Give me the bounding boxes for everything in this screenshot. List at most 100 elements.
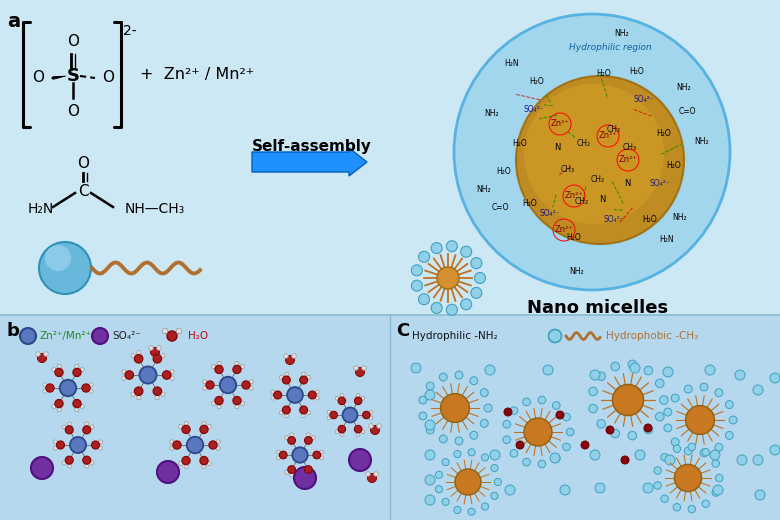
Text: NH—CH₃: NH—CH₃ (125, 202, 186, 216)
Text: SO₄²⁻: SO₄²⁻ (540, 210, 560, 218)
Circle shape (538, 460, 546, 468)
Circle shape (167, 331, 177, 341)
Circle shape (44, 352, 48, 356)
Circle shape (233, 365, 241, 373)
Circle shape (307, 433, 310, 437)
Text: C=O: C=O (679, 108, 696, 116)
Circle shape (285, 356, 295, 365)
Circle shape (157, 346, 161, 350)
Circle shape (302, 414, 306, 418)
Circle shape (369, 410, 373, 414)
Circle shape (31, 457, 53, 479)
Circle shape (363, 411, 370, 419)
Text: O: O (67, 103, 79, 119)
Circle shape (55, 368, 63, 376)
Circle shape (562, 443, 570, 451)
Circle shape (55, 399, 63, 408)
Circle shape (215, 365, 223, 373)
Circle shape (288, 437, 296, 444)
Circle shape (705, 365, 715, 375)
Circle shape (54, 446, 58, 450)
Circle shape (90, 461, 94, 465)
Circle shape (725, 432, 733, 439)
Text: N: N (624, 179, 630, 188)
Text: NH₂: NH₂ (695, 137, 709, 147)
Circle shape (446, 241, 457, 252)
Circle shape (556, 411, 564, 419)
Circle shape (217, 361, 222, 366)
Text: NH₂: NH₂ (677, 83, 691, 92)
Circle shape (284, 354, 289, 358)
Text: Hydrophilic -NH₂: Hydrophilic -NH₂ (412, 331, 498, 341)
Circle shape (304, 466, 312, 473)
Circle shape (675, 464, 701, 491)
Circle shape (426, 382, 434, 390)
Circle shape (702, 500, 710, 508)
Circle shape (425, 420, 435, 430)
Text: NH₂: NH₂ (484, 110, 499, 119)
Circle shape (454, 14, 730, 290)
Circle shape (566, 428, 574, 436)
Circle shape (302, 372, 306, 376)
Circle shape (411, 280, 423, 291)
Circle shape (661, 453, 668, 461)
Circle shape (155, 350, 159, 355)
Circle shape (461, 246, 472, 257)
Circle shape (60, 380, 76, 396)
Circle shape (353, 366, 358, 370)
Circle shape (92, 328, 108, 344)
Circle shape (315, 396, 319, 400)
Circle shape (523, 458, 530, 466)
Circle shape (700, 449, 708, 457)
Circle shape (43, 389, 47, 393)
Circle shape (439, 435, 447, 443)
Circle shape (285, 372, 289, 376)
Circle shape (589, 387, 597, 396)
Circle shape (710, 450, 720, 460)
Text: +  Zn²⁺ / Mn²⁺: + Zn²⁺ / Mn²⁺ (140, 67, 254, 82)
Circle shape (149, 346, 154, 350)
Circle shape (419, 251, 430, 262)
Text: H₂O: H₂O (597, 70, 612, 79)
Circle shape (370, 425, 380, 435)
Circle shape (770, 445, 780, 455)
Circle shape (140, 367, 157, 384)
Circle shape (45, 245, 71, 271)
Circle shape (182, 425, 190, 434)
Circle shape (419, 294, 430, 305)
Circle shape (67, 464, 72, 468)
Circle shape (442, 459, 449, 466)
Circle shape (481, 503, 488, 510)
Circle shape (664, 424, 672, 432)
Text: O: O (67, 33, 79, 48)
Text: CH₂: CH₂ (577, 139, 591, 149)
Circle shape (36, 352, 41, 356)
Circle shape (75, 365, 79, 369)
Circle shape (203, 380, 207, 384)
Circle shape (173, 441, 181, 449)
Circle shape (354, 425, 362, 433)
Text: Hydrophilic region: Hydrophilic region (569, 44, 651, 53)
Circle shape (184, 464, 188, 469)
Bar (0, 0, 780, 315)
Circle shape (43, 383, 47, 387)
Circle shape (369, 416, 373, 420)
Circle shape (714, 443, 723, 451)
Circle shape (354, 397, 362, 405)
Circle shape (202, 464, 206, 469)
Circle shape (480, 388, 488, 397)
Circle shape (510, 449, 518, 457)
Circle shape (644, 425, 653, 434)
Circle shape (661, 495, 668, 502)
Circle shape (470, 431, 478, 439)
Circle shape (294, 467, 316, 489)
Circle shape (455, 437, 463, 445)
Circle shape (725, 400, 733, 409)
Circle shape (590, 450, 600, 460)
Circle shape (366, 472, 370, 476)
Text: H₂O: H₂O (497, 167, 512, 176)
Circle shape (240, 401, 244, 406)
Circle shape (83, 456, 90, 464)
Circle shape (505, 485, 515, 495)
Circle shape (737, 455, 747, 465)
